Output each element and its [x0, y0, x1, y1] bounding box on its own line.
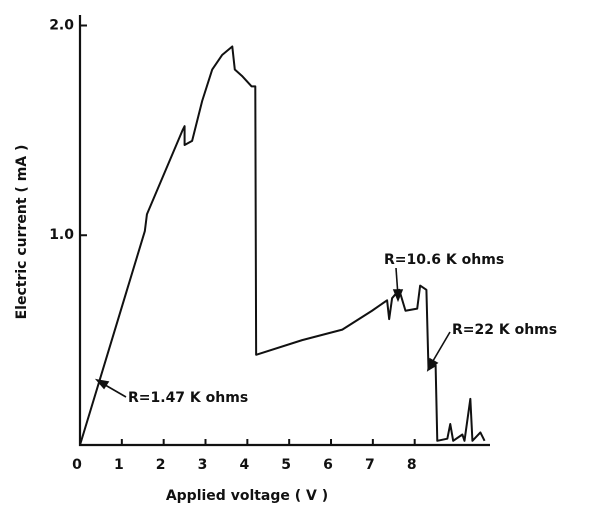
x-tick-label: 2 — [156, 457, 166, 473]
data-line — [79, 45, 486, 446]
x-tick-label: 6 — [323, 457, 333, 473]
annotation: R=22 K ohms — [452, 322, 557, 338]
x-tick-label: 4 — [239, 457, 249, 473]
x-tick-label: 8 — [407, 457, 417, 473]
annotation-arrows — [94, 267, 451, 398]
x-tick-label: 0 — [72, 457, 82, 473]
axes — [78, 15, 490, 447]
y-tick-label: 2.0 — [49, 17, 74, 33]
x-tick-label: 3 — [198, 457, 208, 473]
y-tick-label: 1.0 — [49, 227, 74, 243]
x-tick-label: 1 — [114, 457, 124, 473]
x-tick-label: 5 — [281, 457, 291, 473]
annotation: R=10.6 K ohms — [384, 252, 504, 268]
x-axis-label: Applied voltage ( V ) — [166, 488, 328, 504]
annotation: R=1.47 K ohms — [128, 390, 248, 406]
x-tick-label: 7 — [365, 457, 375, 473]
y-axis-label: Electric current ( mA ) — [14, 145, 30, 320]
